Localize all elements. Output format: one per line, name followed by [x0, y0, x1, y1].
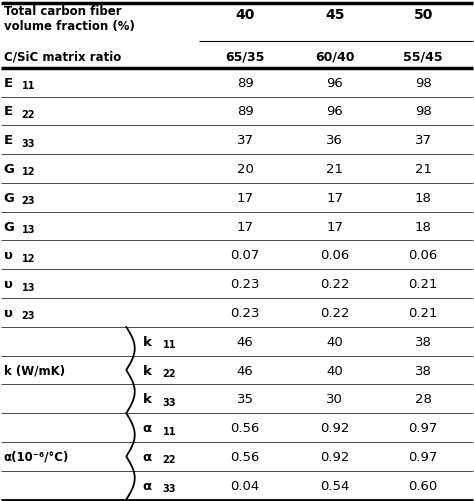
Text: 18: 18	[415, 191, 431, 204]
Text: 38: 38	[415, 335, 431, 348]
Text: 36: 36	[326, 134, 343, 147]
Text: k: k	[143, 393, 152, 405]
Text: 37: 37	[415, 134, 432, 147]
Text: 60/40: 60/40	[315, 51, 355, 64]
Text: α: α	[143, 479, 152, 492]
Text: α: α	[143, 450, 152, 463]
Text: E: E	[4, 134, 13, 147]
Text: G: G	[4, 163, 15, 176]
Text: 0.97: 0.97	[409, 450, 438, 463]
Text: 0.07: 0.07	[230, 249, 260, 262]
Text: 0.60: 0.60	[409, 479, 438, 492]
Text: 65/35: 65/35	[226, 51, 265, 64]
Text: 40: 40	[327, 335, 343, 348]
Text: υ: υ	[4, 306, 13, 319]
Text: 40: 40	[327, 364, 343, 377]
Text: 0.22: 0.22	[320, 278, 349, 291]
Text: G: G	[4, 191, 15, 204]
Text: 12: 12	[22, 167, 35, 177]
Text: 0.04: 0.04	[231, 479, 260, 492]
Text: υ: υ	[4, 249, 13, 262]
Text: 40: 40	[236, 8, 255, 22]
Text: G: G	[4, 220, 15, 233]
Text: k: k	[143, 364, 152, 377]
Text: 13: 13	[22, 282, 35, 292]
Text: 0.21: 0.21	[409, 278, 438, 291]
Text: 17: 17	[326, 220, 343, 233]
Text: 22: 22	[163, 368, 176, 378]
Text: 30: 30	[326, 393, 343, 405]
Text: υ: υ	[4, 278, 13, 291]
Text: 0.54: 0.54	[320, 479, 349, 492]
Text: 22: 22	[22, 110, 35, 120]
Text: 98: 98	[415, 77, 431, 90]
Text: 37: 37	[237, 134, 254, 147]
Text: 33: 33	[22, 138, 35, 148]
Text: E: E	[4, 105, 13, 118]
Text: 17: 17	[237, 220, 254, 233]
Text: 55/45: 55/45	[403, 51, 443, 64]
Text: 0.92: 0.92	[320, 450, 349, 463]
Text: 33: 33	[163, 397, 176, 407]
Text: 21: 21	[326, 163, 343, 176]
Text: 17: 17	[326, 191, 343, 204]
Text: 0.06: 0.06	[320, 249, 349, 262]
Text: E: E	[4, 77, 13, 90]
Text: 17: 17	[237, 191, 254, 204]
Text: α(10⁻⁶/°C): α(10⁻⁶/°C)	[4, 450, 69, 463]
Text: 89: 89	[237, 105, 254, 118]
Text: 0.56: 0.56	[230, 421, 260, 434]
Text: 33: 33	[163, 483, 176, 493]
Text: 46: 46	[237, 335, 254, 348]
Text: 0.23: 0.23	[230, 278, 260, 291]
Text: 23: 23	[22, 196, 35, 206]
Text: Total carbon fiber
volume fraction (%): Total carbon fiber volume fraction (%)	[4, 5, 135, 33]
Text: 18: 18	[415, 220, 431, 233]
Text: 38: 38	[415, 364, 431, 377]
Text: 0.56: 0.56	[230, 450, 260, 463]
Text: 50: 50	[413, 8, 433, 22]
Text: 11: 11	[163, 340, 176, 350]
Text: 89: 89	[237, 77, 254, 90]
Text: 96: 96	[327, 77, 343, 90]
Text: C/SiC matrix ratio: C/SiC matrix ratio	[4, 51, 121, 64]
Text: 28: 28	[415, 393, 431, 405]
Text: 98: 98	[415, 105, 431, 118]
Text: 45: 45	[325, 8, 345, 22]
Text: 11: 11	[22, 81, 35, 91]
Text: 96: 96	[327, 105, 343, 118]
Text: 0.92: 0.92	[320, 421, 349, 434]
Text: 0.22: 0.22	[320, 306, 349, 319]
Text: k: k	[143, 335, 152, 348]
Text: α: α	[143, 421, 152, 434]
Text: 12: 12	[22, 254, 35, 264]
Text: 35: 35	[237, 393, 254, 405]
Text: 20: 20	[237, 163, 254, 176]
Text: 11: 11	[163, 426, 176, 436]
Text: 22: 22	[163, 454, 176, 464]
Text: k (W/mK): k (W/mK)	[4, 364, 65, 377]
Text: 0.06: 0.06	[409, 249, 438, 262]
Text: 21: 21	[415, 163, 432, 176]
Text: 0.21: 0.21	[409, 306, 438, 319]
Text: 23: 23	[22, 311, 35, 321]
Text: 0.23: 0.23	[230, 306, 260, 319]
Text: 13: 13	[22, 224, 35, 234]
Text: 0.97: 0.97	[409, 421, 438, 434]
Text: 46: 46	[237, 364, 254, 377]
